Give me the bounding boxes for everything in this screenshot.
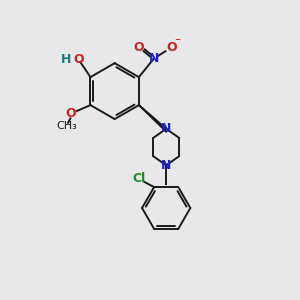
Text: O: O — [166, 41, 177, 54]
Text: N: N — [148, 52, 159, 65]
Text: H: H — [61, 53, 71, 66]
Text: O: O — [65, 107, 76, 120]
Text: N: N — [161, 122, 171, 135]
Text: N: N — [161, 159, 171, 172]
Text: CH₃: CH₃ — [56, 121, 77, 131]
Text: O: O — [74, 53, 84, 66]
Text: O: O — [133, 41, 144, 54]
Text: Cl: Cl — [132, 172, 146, 185]
Text: ⁻: ⁻ — [175, 36, 181, 49]
